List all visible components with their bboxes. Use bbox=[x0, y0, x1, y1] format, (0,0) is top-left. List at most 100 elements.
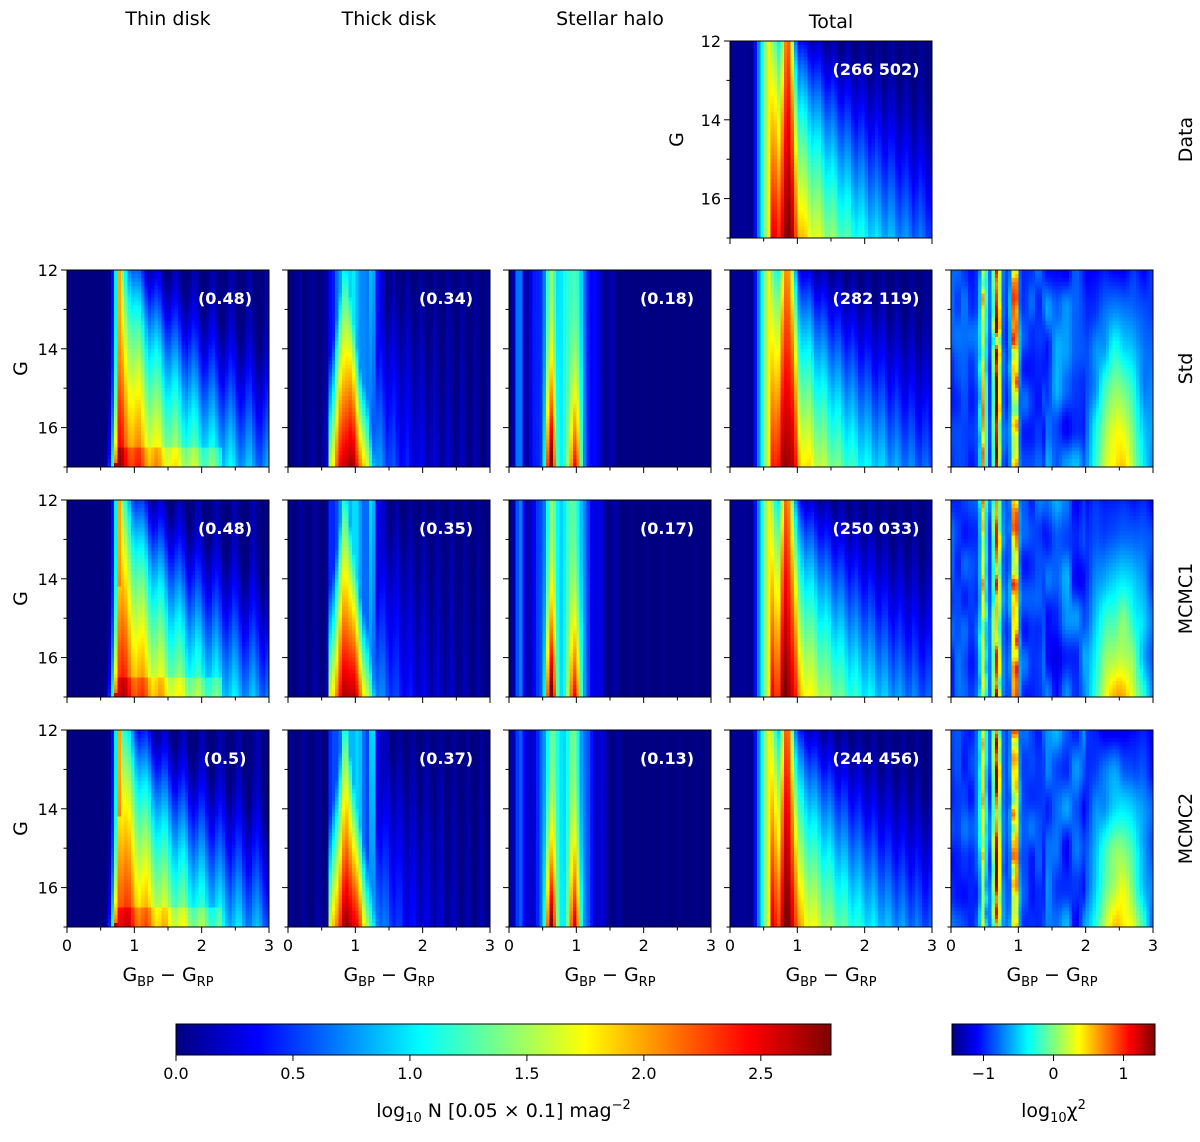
panel-annotation: (0.37) bbox=[419, 749, 473, 768]
colorbar-tick-label: 0.0 bbox=[163, 1064, 188, 1083]
y-axis-label: G bbox=[10, 361, 32, 376]
heatmap-image bbox=[730, 730, 932, 927]
panel-annotation: (0.13) bbox=[640, 749, 694, 768]
y-tick-label: 12 bbox=[38, 721, 58, 740]
colorbar-label: log10χ2 bbox=[1021, 1098, 1086, 1126]
x-tick-label: 2 bbox=[197, 936, 207, 955]
panel-annotation: (0.48) bbox=[198, 519, 252, 538]
x-axis-label: GBP − GRP bbox=[1006, 964, 1097, 990]
x-tick-label: 3 bbox=[706, 936, 716, 955]
panel-mcmc1-thin-disk: 12 14 16 G (0.48) bbox=[10, 491, 270, 703]
x-tick-label: 1 bbox=[350, 936, 360, 955]
panel-annotation: (250 033) bbox=[833, 519, 920, 538]
cb-label-mid: N [0.05 × 0.1] mag bbox=[422, 1100, 612, 1122]
panel-mcmc1-thick-disk: (0.35) bbox=[282, 499, 491, 703]
x-axis-label: GBP − GRP bbox=[122, 964, 213, 990]
x-tick-label: 1 bbox=[129, 936, 139, 955]
y-tick-label: 16 bbox=[38, 879, 58, 898]
x-label-sub: BP bbox=[579, 975, 596, 990]
x-tick-label: 1 bbox=[792, 936, 802, 955]
column-title-thick-disk: Thick disk bbox=[341, 8, 437, 30]
colorbar-label: log10 N [0.05 × 0.1] mag−2 bbox=[376, 1098, 631, 1126]
panel-std-thick-disk: (0.34) bbox=[282, 269, 491, 473]
heatmap-image bbox=[951, 270, 1153, 467]
x-label-sub: BP bbox=[800, 975, 817, 990]
panel-annotation: (0.48) bbox=[198, 289, 252, 308]
cb-label-sup: −2 bbox=[612, 1098, 631, 1113]
x-label-sub2: RP bbox=[860, 975, 877, 990]
panel-mcmc1-stellar-halo: (0.17) bbox=[503, 499, 712, 703]
x-label-main: G bbox=[564, 964, 579, 986]
x-axis-label: GBP − GRP bbox=[785, 964, 876, 990]
x-tick-label: 0 bbox=[504, 936, 514, 955]
x-tick-label: 0 bbox=[725, 936, 735, 955]
x-label-minus: − bbox=[154, 964, 182, 986]
colorbar-tick-label: 1.5 bbox=[514, 1064, 539, 1083]
colorbar-gradient bbox=[951, 1023, 1156, 1056]
panel-annotation: (0.17) bbox=[640, 519, 694, 538]
column-title-thin-disk: Thin disk bbox=[124, 8, 210, 30]
colorbar-tick-label: 1.0 bbox=[397, 1064, 422, 1083]
x-tick-label: 0 bbox=[283, 936, 293, 955]
x-tick-label: 2 bbox=[639, 936, 649, 955]
y-tick-label: 14 bbox=[38, 800, 58, 819]
cb-label-sub: 10 bbox=[1050, 1111, 1067, 1126]
y-axis-label: G bbox=[10, 821, 32, 836]
heatmap-image bbox=[288, 730, 490, 927]
x-label-main2: G bbox=[624, 964, 639, 986]
x-tick-label: 2 bbox=[860, 936, 870, 955]
x-tick-label: 2 bbox=[418, 936, 428, 955]
heatmap-image bbox=[288, 500, 490, 697]
y-tick-label: 14 bbox=[38, 340, 58, 359]
x-label-main: G bbox=[785, 964, 800, 986]
heatmap-image bbox=[288, 270, 490, 467]
x-tick-label: 3 bbox=[485, 936, 495, 955]
x-axis-label: GBP − GRP bbox=[564, 964, 655, 990]
panel-annotation: (244 456) bbox=[833, 749, 920, 768]
x-label-main2: G bbox=[182, 964, 197, 986]
colorbar-tick-label: 2.5 bbox=[748, 1064, 773, 1083]
colorbar-counts: 0.0 0.5 1.0 1.5 2.0 2.5 log10 N [0.05 × 0.1] m… bbox=[163, 1023, 832, 1126]
cb-label-sub: 10 bbox=[405, 1111, 422, 1126]
panel-mcmc1-total: (250 033) bbox=[724, 499, 933, 703]
colorbar-chi2: −1 0 1 log10χ2 bbox=[951, 1023, 1156, 1126]
heatmap-image bbox=[509, 730, 711, 927]
heatmap-image bbox=[509, 270, 711, 467]
x-label-main2: G bbox=[403, 964, 418, 986]
panel-data-total: 12 14 16 G (266 502) bbox=[666, 32, 933, 244]
y-axis-label: G bbox=[10, 591, 32, 606]
x-label-minus: − bbox=[596, 964, 624, 986]
heatmap-image bbox=[951, 730, 1153, 927]
heatmap-image bbox=[730, 500, 932, 697]
y-tick-label: 16 bbox=[38, 649, 58, 668]
panel-annotation: (0.35) bbox=[419, 519, 473, 538]
x-label-main: G bbox=[1006, 964, 1021, 986]
panel-annotation: (0.18) bbox=[640, 289, 694, 308]
x-tick-label: 3 bbox=[927, 936, 937, 955]
panel-std-chi2 bbox=[945, 269, 1154, 473]
cb-label-sup: 2 bbox=[1078, 1098, 1086, 1113]
y-tick-label: 12 bbox=[701, 32, 721, 51]
x-label-sub2: RP bbox=[639, 975, 656, 990]
x-label-main2: G bbox=[1066, 964, 1081, 986]
x-tick-label: 0 bbox=[62, 936, 72, 955]
x-label-main: G bbox=[122, 964, 137, 986]
heatmap-image bbox=[730, 41, 932, 238]
y-tick-label: 14 bbox=[701, 111, 721, 130]
panel-std-total: (282 119) bbox=[724, 269, 933, 473]
x-label-sub: BP bbox=[1021, 975, 1038, 990]
row-label-data: Data bbox=[1175, 117, 1197, 162]
row-label-mcmc1: MCMC1 bbox=[1175, 563, 1197, 634]
y-tick-label: 16 bbox=[38, 419, 58, 438]
x-label-minus: − bbox=[817, 964, 845, 986]
colorbar-tick-label: 1 bbox=[1118, 1064, 1128, 1083]
colorbar-tick-label: 2.0 bbox=[631, 1064, 656, 1083]
panel-mcmc1-chi2 bbox=[945, 499, 1154, 703]
panel-std-stellar-halo: (0.18) bbox=[503, 269, 712, 473]
x-label-sub: BP bbox=[358, 975, 375, 990]
row-label-std: Std bbox=[1175, 353, 1197, 385]
